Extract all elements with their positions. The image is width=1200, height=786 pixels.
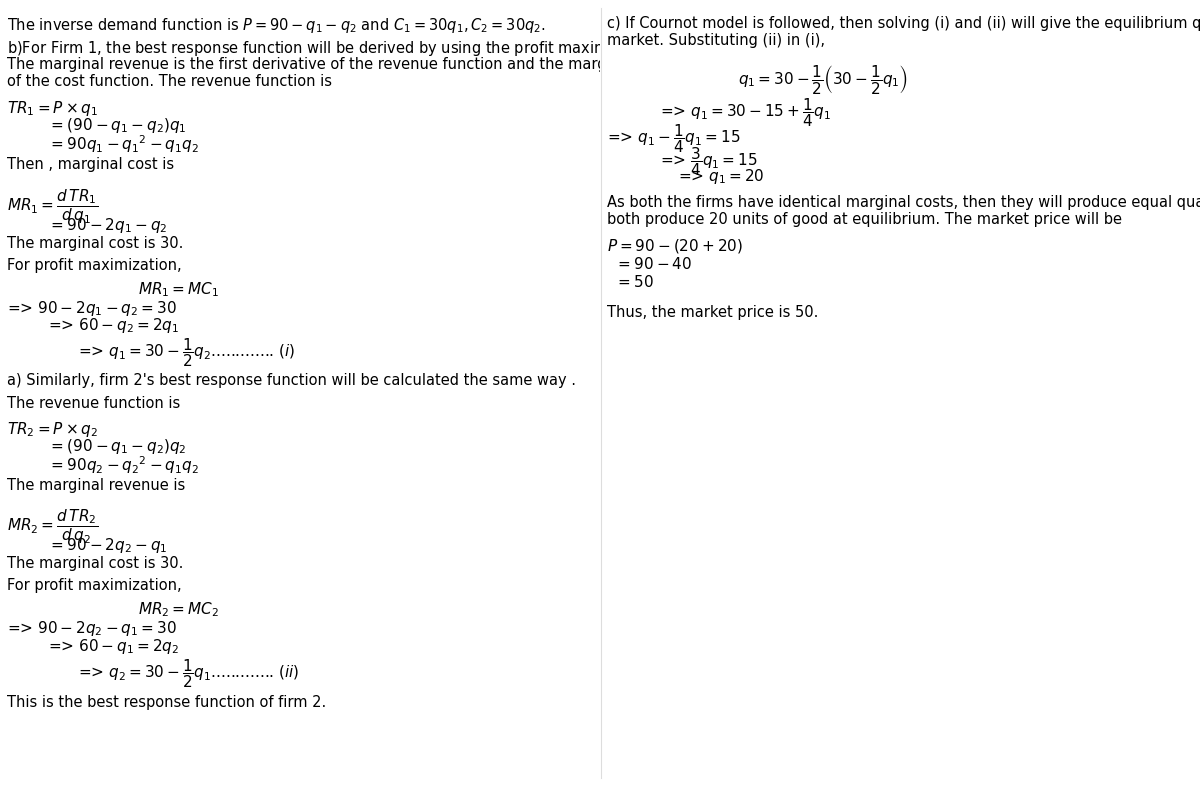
Text: => $q_1 - \dfrac{1}{4}q_1 = 15$: => $q_1 - \dfrac{1}{4}q_1 = 15$	[607, 122, 740, 155]
Text: $=90 - 2q_2 - q_1$: $=90 - 2q_2 - q_1$	[48, 536, 168, 555]
Text: $TR_2 = P \times q_2$: $TR_2 = P \times q_2$	[7, 420, 98, 439]
Text: $=(90 - q_1 - q_2)q_1$: $=(90 - q_1 - q_2)q_1$	[48, 116, 187, 135]
Text: b)For Firm 1, the best response function will be derived by using the profit max: b)For Firm 1, the best response function…	[7, 39, 792, 58]
Text: The marginal cost is 30.: The marginal cost is 30.	[7, 236, 184, 251]
Text: $= 50$: $= 50$	[616, 274, 654, 289]
Text: market. Substituting (ii) in (i),: market. Substituting (ii) in (i),	[607, 33, 826, 48]
Text: The marginal revenue is the first derivative of the revenue function and the mar: The marginal revenue is the first deriva…	[7, 57, 826, 72]
Text: $MR_2 = MC_2$: $MR_2 = MC_2$	[138, 601, 220, 619]
Text: => $q_1 = 30 - \dfrac{1}{2}q_2$............. $(i)$: => $q_1 = 30 - \dfrac{1}{2}q_2$.........…	[78, 336, 295, 369]
Text: $=90q_2 - {q_2}^2 - q_1q_2$: $=90q_2 - {q_2}^2 - q_1q_2$	[48, 454, 199, 476]
Text: $=(90 - q_1 - q_2)q_2$: $=(90 - q_1 - q_2)q_2$	[48, 437, 187, 456]
Text: => $90 - 2q_2 - q_1 = 30$: => $90 - 2q_2 - q_1 = 30$	[7, 619, 178, 638]
Text: The revenue function is: The revenue function is	[7, 396, 180, 411]
Text: $MR_1 = \dfrac{d\,TR_1}{d\,q_1}$: $MR_1 = \dfrac{d\,TR_1}{d\,q_1}$	[7, 187, 98, 226]
Text: => $q_2 = 30 - \dfrac{1}{2}q_1$............. $(ii)$: => $q_2 = 30 - \dfrac{1}{2}q_1$.........…	[78, 657, 300, 690]
Text: The inverse demand function is $P = 90 - q_1 - q_2$ and $C_1 = 30q_1, C_2 = 30q_: The inverse demand function is $P = 90 -…	[7, 16, 546, 35]
Text: both produce 20 units of good at equilibrium. The market price will be: both produce 20 units of good at equilib…	[607, 212, 1122, 227]
Text: $=90q_1 - {q_1}^2 - q_1q_2$: $=90q_1 - {q_1}^2 - q_1q_2$	[48, 134, 199, 156]
Text: $TR_1 = P \times q_1$: $TR_1 = P \times q_1$	[7, 99, 98, 118]
Text: $P = 90 - (20 + 20)$: $P = 90 - (20 + 20)$	[607, 237, 743, 255]
Text: => $q_1 = 20$: => $q_1 = 20$	[678, 167, 764, 186]
Text: => $60 - q_2 = 2q_1$: => $60 - q_2 = 2q_1$	[48, 316, 179, 335]
Text: The marginal revenue is: The marginal revenue is	[7, 478, 186, 493]
Text: $=90 - 2q_1 - q_2$: $=90 - 2q_1 - q_2$	[48, 216, 168, 235]
Text: Thus, the market price is 50.: Thus, the market price is 50.	[607, 305, 818, 320]
Text: For profit maximization,: For profit maximization,	[7, 578, 182, 593]
Text: => $60 - q_1 = 2q_2$: => $60 - q_1 = 2q_2$	[48, 637, 179, 656]
Text: This is the best response function of firm 2.: This is the best response function of fi…	[7, 695, 326, 710]
Text: $= 90 - 40$: $= 90 - 40$	[616, 256, 692, 272]
Text: The marginal cost is 30.: The marginal cost is 30.	[7, 556, 184, 571]
Text: c) If Cournot model is followed, then solving (i) and (ii) will give the equilib: c) If Cournot model is followed, then so…	[607, 16, 1200, 31]
Text: of the cost function. The revenue function is: of the cost function. The revenue functi…	[7, 74, 332, 89]
Text: For profit maximization,: For profit maximization,	[7, 258, 182, 273]
Text: a) Similarly, firm 2's best response function will be calculated the same way .: a) Similarly, firm 2's best response fun…	[7, 373, 576, 387]
Text: $MR_2 = \dfrac{d\,TR_2}{d\,q_2}$: $MR_2 = \dfrac{d\,TR_2}{d\,q_2}$	[7, 508, 98, 546]
Text: $q_1 = 30 - \dfrac{1}{2}\left(30 - \dfrac{1}{2}q_1\right)$: $q_1 = 30 - \dfrac{1}{2}\left(30 - \dfra…	[738, 63, 908, 96]
Text: => $\dfrac{3}{4}q_1 = 15$: => $\dfrac{3}{4}q_1 = 15$	[660, 145, 757, 178]
Text: Then , marginal cost is: Then , marginal cost is	[7, 157, 174, 172]
Text: => $q_1 = 30 - 15 + \dfrac{1}{4}q_1$: => $q_1 = 30 - 15 + \dfrac{1}{4}q_1$	[660, 96, 832, 129]
Text: => $90 - 2q_1 - q_2 = 30$: => $90 - 2q_1 - q_2 = 30$	[7, 299, 178, 318]
Text: $MR_1 = MC_1$: $MR_1 = MC_1$	[138, 280, 220, 299]
Text: As both the firms have identical marginal costs, then they will produce equal qu: As both the firms have identical margina…	[607, 195, 1200, 210]
